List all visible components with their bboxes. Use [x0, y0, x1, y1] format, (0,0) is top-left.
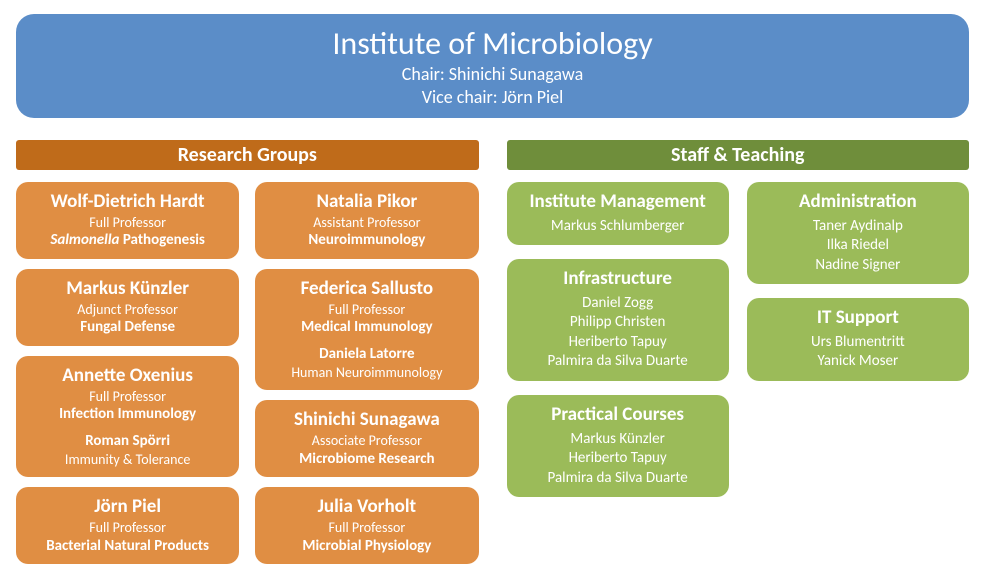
content-columns: Research Groups Wolf-Dietrich HardtFull …: [16, 140, 969, 564]
person-role: Full Professor: [22, 214, 233, 232]
staff-grid: Institute ManagementMarkus SchlumbergerI…: [507, 182, 970, 497]
staff-unit-name: IT Support: [753, 306, 963, 331]
person-name: Wolf-Dietrich Hardt: [22, 190, 233, 214]
staff-header: Staff & Teaching: [507, 140, 970, 170]
staff-person: Yanick Moser: [753, 352, 963, 372]
person-name: Federica Sallusto: [261, 277, 472, 301]
staff-unit-name: Administration: [753, 190, 963, 215]
org-header: Institute of Microbiology Chair: Shinich…: [16, 14, 969, 118]
staff-grid-right: AdministrationTaner AydinalpIlka RiedelN…: [747, 182, 969, 381]
staff-column: Staff & Teaching Institute ManagementMar…: [507, 140, 970, 564]
staff-unit-name: Institute Management: [513, 190, 723, 215]
research-topic: Infection Immunology: [22, 405, 233, 424]
sub-person-name: Daniela Latorre: [261, 345, 472, 364]
staff-card: Practical CoursesMarkus KünzlerHeriberto…: [507, 395, 729, 497]
staff-card: Institute ManagementMarkus Schlumberger: [507, 182, 729, 245]
research-header: Research Groups: [16, 140, 479, 170]
research-card: Wolf-Dietrich HardtFull ProfessorSalmone…: [16, 182, 239, 259]
person-name: Jörn Piel: [22, 495, 233, 519]
staff-person: Nadine Signer: [753, 256, 963, 276]
person-name: Annette Oxenius: [22, 364, 233, 388]
staff-person: Ilka Riedel: [753, 236, 963, 256]
org-vicechair: Vice chair: Jörn Piel: [16, 86, 969, 109]
staff-person: Markus Künzler: [513, 430, 723, 450]
research-card: Jörn PielFull ProfessorBacterial Natural…: [16, 487, 239, 564]
staff-unit-name: Infrastructure: [513, 267, 723, 292]
person-role: Assistant Professor: [261, 214, 472, 232]
research-topic: Medical Immunology: [261, 318, 472, 337]
research-grid: Wolf-Dietrich HardtFull ProfessorSalmone…: [16, 182, 479, 564]
staff-person: Philipp Christen: [513, 313, 723, 333]
research-column: Research Groups Wolf-Dietrich HardtFull …: [16, 140, 479, 564]
staff-person: Heriberto Tapuy: [513, 333, 723, 353]
person-role: Full Professor: [261, 519, 472, 537]
research-topic: Neuroimmunology: [261, 231, 472, 250]
person-name: Julia Vorholt: [261, 495, 472, 519]
research-card: Julia VorholtFull ProfessorMicrobial Phy…: [255, 487, 478, 564]
staff-card: IT SupportUrs BlumentrittYanick Moser: [747, 298, 969, 381]
staff-person: Heriberto Tapuy: [513, 449, 723, 469]
research-grid-right: Natalia PikorAssistant ProfessorNeuroimm…: [255, 182, 478, 564]
research-card: Natalia PikorAssistant ProfessorNeuroimm…: [255, 182, 478, 259]
research-topic: Fungal Defense: [22, 318, 233, 337]
research-card: Annette OxeniusFull ProfessorInfection I…: [16, 356, 239, 477]
research-grid-left: Wolf-Dietrich HardtFull ProfessorSalmone…: [16, 182, 239, 564]
staff-person: Palmira da Silva Duarte: [513, 352, 723, 372]
person-role: Associate Professor: [261, 432, 472, 450]
research-topic: Microbial Physiology: [261, 537, 472, 556]
staff-person: Urs Blumentritt: [753, 333, 963, 353]
research-card: Markus KünzlerAdjunct ProfessorFungal De…: [16, 269, 239, 346]
research-topic: Microbiome Research: [261, 450, 472, 469]
staff-unit-name: Practical Courses: [513, 403, 723, 428]
person-role: Full Professor: [261, 301, 472, 319]
person-role: Full Professor: [22, 388, 233, 406]
staff-person: Daniel Zogg: [513, 294, 723, 314]
staff-person: Palmira da Silva Duarte: [513, 469, 723, 489]
person-name: Markus Künzler: [22, 277, 233, 301]
person-role: Full Professor: [22, 519, 233, 537]
sub-person-name: Roman Spörri: [22, 432, 233, 451]
person-name: Natalia Pikor: [261, 190, 472, 214]
research-card: Federica SallustoFull ProfessorMedical I…: [255, 269, 478, 390]
staff-card: AdministrationTaner AydinalpIlka RiedelN…: [747, 182, 969, 284]
org-chair: Chair: Shinichi Sunagawa: [16, 63, 969, 86]
staff-person: Taner Aydinalp: [753, 217, 963, 237]
staff-card: InfrastructureDaniel ZoggPhilipp Christe…: [507, 259, 729, 381]
research-topic: Salmonella Pathogenesis: [22, 231, 233, 250]
research-card: Shinichi SunagawaAssociate ProfessorMicr…: [255, 400, 478, 477]
sub-research-topic: Human Neuroimmunology: [261, 364, 472, 382]
person-name: Shinichi Sunagawa: [261, 408, 472, 432]
person-role: Adjunct Professor: [22, 301, 233, 319]
staff-person: Markus Schlumberger: [513, 217, 723, 237]
org-title: Institute of Microbiology: [16, 24, 969, 63]
sub-research-topic: Immunity & Tolerance: [22, 451, 233, 469]
staff-grid-left: Institute ManagementMarkus SchlumbergerI…: [507, 182, 729, 497]
research-topic: Bacterial Natural Products: [22, 537, 233, 556]
